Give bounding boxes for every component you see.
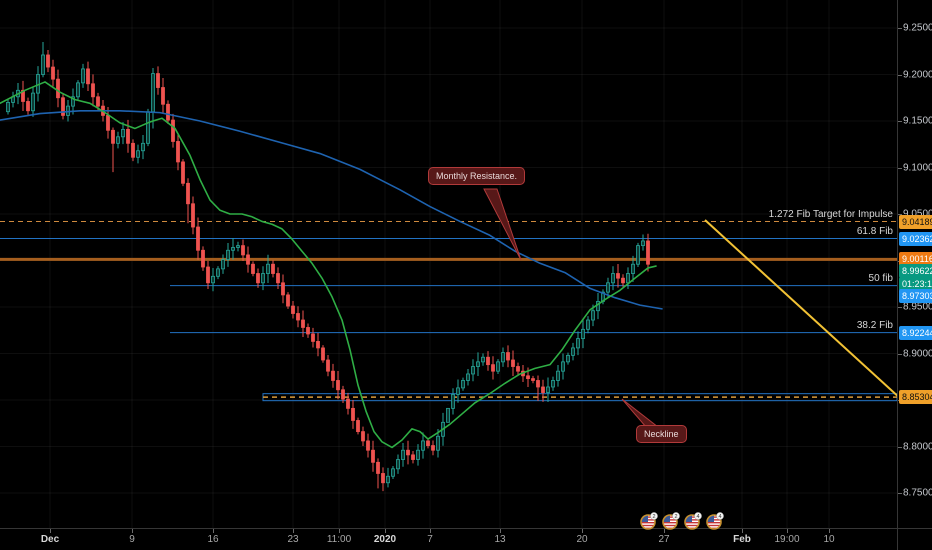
price-tick-label: 8.75000	[903, 487, 932, 499]
time-tick-label: 16	[207, 534, 219, 545]
time-tick-label: 11:00	[326, 534, 352, 545]
time-tick-mark	[430, 529, 431, 533]
time-tick-mark	[829, 529, 830, 533]
time-tick-mark	[664, 529, 665, 533]
price-tick-label: 9.20000	[903, 69, 932, 80]
price-axis-label: 8.85304	[899, 390, 932, 405]
neckline-text: Neckline	[644, 429, 679, 439]
gridlines	[0, 0, 897, 528]
event-flag-icon[interactable]: 4	[706, 512, 725, 530]
event-flag-icon[interactable]: 2	[662, 512, 681, 530]
time-tick-mark	[339, 529, 340, 533]
time-tick-label: 7	[427, 534, 433, 545]
price-axis[interactable]: 9.250009.200009.150009.100009.050009.000…	[897, 0, 932, 528]
horizontal-level-lines[interactable]	[0, 221, 897, 334]
candlesticks	[6, 41, 650, 492]
price-tick-label: 8.90000	[903, 348, 932, 359]
price-tick-mark	[898, 74, 902, 76]
time-tick-mark	[213, 529, 214, 533]
time-tick-label: 20	[576, 534, 588, 545]
price-tick-mark	[898, 446, 902, 448]
time-tick-mark	[500, 529, 501, 533]
time-tick-label: 19:00	[774, 534, 800, 545]
svg-text:2: 2	[674, 514, 677, 520]
time-tick-label: 13	[494, 534, 506, 545]
price-tick-label: 8.80000	[903, 441, 932, 452]
time-tick-mark	[132, 529, 133, 533]
fib-label-1: 61.8 Fib	[856, 225, 893, 237]
price-tick-mark	[898, 28, 902, 29]
event-flag-icon[interactable]: 2	[640, 512, 659, 530]
economic-event-icons[interactable]: 2 2 4 4	[640, 512, 728, 532]
price-tick-mark	[898, 493, 902, 494]
time-tick-label: 9	[129, 534, 135, 545]
svg-text:4: 4	[696, 514, 699, 520]
price-tick-label: 9.15000	[903, 115, 932, 127]
price-tick-mark	[898, 121, 902, 122]
price-tick-label: 9.25000	[903, 22, 932, 34]
time-tick-label: 10	[823, 534, 835, 545]
monthly-resistance-text: Monthly Resistance.	[436, 171, 518, 181]
time-tick-mark	[742, 529, 743, 533]
time-tick-mark	[50, 529, 51, 533]
callout-tails	[483, 188, 660, 428]
monthly-resistance-callout[interactable]: Monthly Resistance.	[428, 167, 526, 185]
price-axis-label: 9.00116	[899, 252, 932, 267]
time-axis[interactable]: Dec 9 16 23 11:00 2020 7 13 20 27 Feb 19:00 10	[0, 528, 932, 550]
price-tick-mark	[898, 353, 902, 355]
moving-averages	[0, 81, 663, 449]
event-flag-icon[interactable]: 4	[684, 512, 703, 530]
fib-label-3: 50 fib	[868, 272, 893, 284]
axis-corner-separator	[897, 528, 898, 550]
time-tick-mark	[293, 529, 294, 533]
price-axis-label: 8.99622	[899, 264, 932, 278]
price-tick-label: 8.95000	[903, 301, 932, 313]
bar-close-countdown: 01:23:12	[899, 277, 932, 291]
price-tick-mark	[898, 167, 902, 169]
price-axis-label: 9.04189	[899, 214, 932, 229]
descending-trendline[interactable]	[704, 219, 900, 398]
neckline-callout[interactable]: Neckline	[636, 425, 687, 443]
price-axis-label: 8.97303	[899, 288, 932, 303]
price-axis-label: 9.02362	[899, 231, 932, 246]
time-tick-label: 27	[658, 534, 670, 545]
time-tick-label: Feb	[733, 534, 751, 545]
price-tick-mark	[898, 214, 902, 215]
svg-text:4: 4	[718, 514, 721, 520]
svg-text:2: 2	[652, 514, 655, 520]
time-tick-mark	[385, 529, 386, 533]
time-tick-label: Dec	[40, 534, 60, 545]
time-tick-mark	[582, 529, 583, 533]
time-tick-label: 23	[287, 534, 299, 545]
price-axis-label: 8.92244	[899, 325, 932, 340]
price-tick-mark	[898, 307, 902, 308]
fib-label-4: 38.2 Fib	[856, 319, 893, 331]
price-tick-label: 9.10000	[903, 162, 932, 173]
time-tick-mark	[787, 529, 788, 533]
price-tick-label: 9.05000	[903, 209, 932, 220]
fib-label-0: 1.272 Fib Target for Impulse	[768, 208, 893, 220]
time-tick-label: 2020	[373, 534, 397, 545]
